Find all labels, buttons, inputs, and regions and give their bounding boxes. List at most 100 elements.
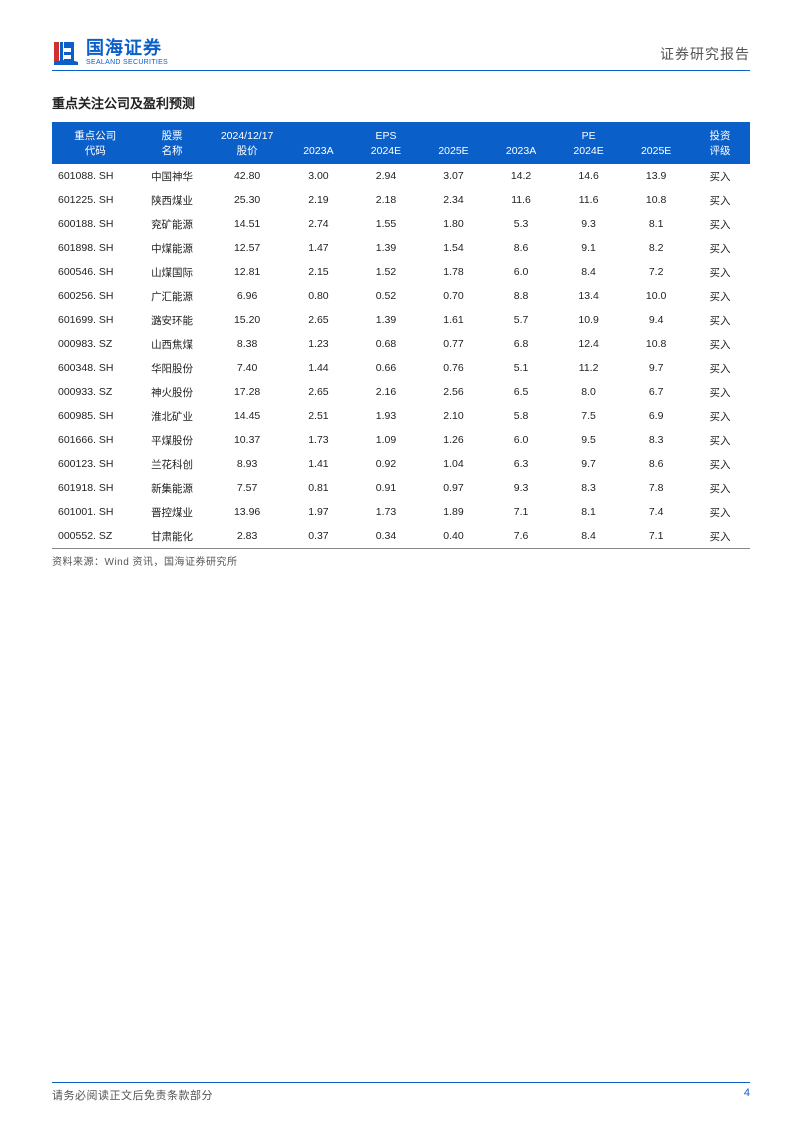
table-cell: 0.34: [352, 524, 420, 549]
table-header-cell: [622, 122, 690, 143]
table-cell: 买入: [690, 308, 750, 332]
table-cell: 601088. SH: [52, 164, 135, 188]
table-cell: 10.0: [622, 284, 690, 308]
logo-text-en: SEALAND SECURITIES: [86, 59, 168, 66]
table-cell: 2.16: [352, 380, 420, 404]
table-cell: 兖矿能源: [135, 212, 210, 236]
table-cell: 601001. SH: [52, 500, 135, 524]
table-cell: 12.4: [555, 332, 623, 356]
logo-icon: [52, 38, 80, 66]
table-cell: 14.2: [487, 164, 555, 188]
footer-page-number: 4: [744, 1087, 750, 1103]
table-cell: 6.0: [487, 260, 555, 284]
table-header-cell: 重点公司: [52, 122, 135, 143]
table-cell: 7.8: [622, 476, 690, 500]
table-cell: 600985. SH: [52, 404, 135, 428]
table-body: 601088. SH中国神华42.803.002.943.0714.214.61…: [52, 164, 750, 549]
table-cell: 1.09: [352, 428, 420, 452]
table-cell: 潞安环能: [135, 308, 210, 332]
table-cell: 600546. SH: [52, 260, 135, 284]
table-cell: 陕西煤业: [135, 188, 210, 212]
table-row: 000552. SZ甘肃能化2.830.370.340.407.68.47.1买…: [52, 524, 750, 549]
table-cell: 买入: [690, 524, 750, 549]
table-cell: 5.8: [487, 404, 555, 428]
table-cell: 0.40: [420, 524, 488, 549]
table-header-cell: 2024E: [555, 143, 623, 164]
data-source: 资料来源：Wind 资讯，国海证券研究所: [52, 553, 750, 568]
table-cell: 25.30: [210, 188, 285, 212]
table-row: 601225. SH陕西煤业25.302.192.182.3411.611.61…: [52, 188, 750, 212]
table-cell: 14.6: [555, 164, 623, 188]
table-cell: 5.3: [487, 212, 555, 236]
table-cell: 2.74: [285, 212, 353, 236]
table-cell: 1.78: [420, 260, 488, 284]
table-cell: 17.28: [210, 380, 285, 404]
table-cell: 7.1: [487, 500, 555, 524]
table-header: 重点公司股票2024/12/17EPSPE投资 代码名称股价2023A2024E…: [52, 122, 750, 164]
table-header-cell: [420, 122, 488, 143]
table-row: 600985. SH淮北矿业14.452.511.932.105.87.56.9…: [52, 404, 750, 428]
table-cell: 8.38: [210, 332, 285, 356]
table-cell: 2.56: [420, 380, 488, 404]
table-cell: 1.41: [285, 452, 353, 476]
table-cell: 9.1: [555, 236, 623, 260]
table-cell: 7.4: [622, 500, 690, 524]
table-header-cell: 投资: [690, 122, 750, 143]
table-cell: 11.6: [487, 188, 555, 212]
table-cell: 2.83: [210, 524, 285, 549]
table-cell: 买入: [690, 356, 750, 380]
table-cell: 10.8: [622, 332, 690, 356]
table-header-cell: 2024/12/17: [210, 122, 285, 143]
table-cell: 10.9: [555, 308, 623, 332]
table-cell: 1.26: [420, 428, 488, 452]
table-cell: 1.47: [285, 236, 353, 260]
table-cell: 买入: [690, 188, 750, 212]
table-cell: 1.73: [352, 500, 420, 524]
table-cell: 10.8: [622, 188, 690, 212]
table-cell: 601225. SH: [52, 188, 135, 212]
table-cell: 1.23: [285, 332, 353, 356]
table-header-cell: 2025E: [420, 143, 488, 164]
table-cell: 13.4: [555, 284, 623, 308]
table-cell: 6.5: [487, 380, 555, 404]
table-header-cell: 评级: [690, 143, 750, 164]
table-cell: 12.57: [210, 236, 285, 260]
table-cell: 10.37: [210, 428, 285, 452]
table-cell: 7.1: [622, 524, 690, 549]
table-header-cell: 2024E: [352, 143, 420, 164]
table-cell: 平煤股份: [135, 428, 210, 452]
table-cell: 7.5: [555, 404, 623, 428]
table-cell: 2.18: [352, 188, 420, 212]
table-cell: 买入: [690, 500, 750, 524]
table-cell: 买入: [690, 476, 750, 500]
table-cell: 华阳股份: [135, 356, 210, 380]
table-cell: 8.3: [622, 428, 690, 452]
table-cell: 2.94: [352, 164, 420, 188]
table-cell: 新集能源: [135, 476, 210, 500]
table-cell: 8.4: [555, 260, 623, 284]
table-cell: 15.20: [210, 308, 285, 332]
table-cell: 2.15: [285, 260, 353, 284]
table-cell: 000983. SZ: [52, 332, 135, 356]
table-header-cell: PE: [555, 122, 623, 143]
table-cell: 0.66: [352, 356, 420, 380]
table-cell: 0.81: [285, 476, 353, 500]
table-cell: 2.65: [285, 380, 353, 404]
table-cell: 8.4: [555, 524, 623, 549]
table-cell: 7.6: [487, 524, 555, 549]
table-cell: 1.97: [285, 500, 353, 524]
table-row: 600256. SH广汇能源6.960.800.520.708.813.410.…: [52, 284, 750, 308]
table-cell: 6.3: [487, 452, 555, 476]
table-cell: 7.40: [210, 356, 285, 380]
earnings-forecast-table: 重点公司股票2024/12/17EPSPE投资 代码名称股价2023A2024E…: [52, 122, 750, 549]
table-cell: 13.9: [622, 164, 690, 188]
table-cell: 1.52: [352, 260, 420, 284]
footer-disclaimer: 请务必阅读正文后免责条款部分: [52, 1087, 213, 1103]
table-cell: 11.6: [555, 188, 623, 212]
table-cell: 6.9: [622, 404, 690, 428]
page-header: 国海证券 SEALAND SECURITIES 证券研究报告: [52, 38, 750, 71]
table-cell: 3.00: [285, 164, 353, 188]
table-row: 600188. SH兖矿能源14.512.741.551.805.39.38.1…: [52, 212, 750, 236]
table-cell: 601918. SH: [52, 476, 135, 500]
table-cell: 买入: [690, 260, 750, 284]
